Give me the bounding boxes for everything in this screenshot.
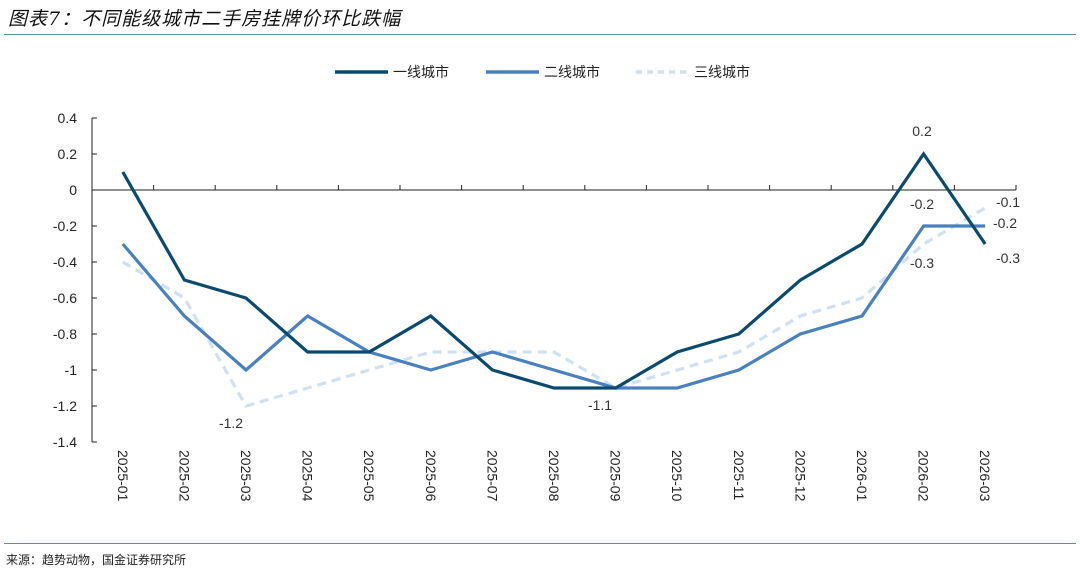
x-tick-label: 2025-07 (484, 450, 500, 502)
y-tick-label: -0.2 (53, 218, 77, 234)
y-tick-label: 0.2 (58, 146, 78, 162)
series-line-2 (121, 224, 986, 390)
y-tick-label: 0.4 (58, 110, 78, 126)
x-tick-label: 2025-12 (792, 450, 808, 502)
chart-title: 图表7：不同能级城市二手房挂牌价环比跌幅 (8, 8, 402, 30)
source-note: 来源：趋势动物，国金证券研究所 (6, 553, 187, 567)
x-tick-label: 2025-04 (300, 450, 316, 502)
bottom-divider (4, 543, 1076, 544)
y-tick-label: 0 (69, 182, 77, 198)
data-label: -0.2 (910, 196, 934, 212)
data-label: -0.3 (910, 255, 934, 271)
y-axis: 0.4 0.2 0 -0.2 -0.4 -0.6 -0.8 -1 -1.2 -1.4 (53, 110, 97, 450)
legend-item-3: 三线城市 (636, 64, 750, 81)
x-tick-label: 2025-10 (669, 450, 685, 502)
x-tick-label: 2025-05 (361, 450, 377, 502)
data-label: -1.1 (588, 397, 612, 413)
x-tick-label: 2026-03 (977, 450, 993, 502)
top-divider (4, 34, 1076, 35)
legend-item-2: 二线城市 (486, 64, 600, 81)
x-tick-label: 2025-09 (608, 450, 624, 502)
x-tick-label: 2025-08 (546, 450, 562, 502)
y-tick-label: -0.6 (53, 290, 77, 306)
y-tick-label: -1.4 (53, 434, 77, 450)
y-tick-label: -1 (65, 362, 78, 378)
series-lines (121, 151, 987, 408)
legend: 一线城市 二线城市 三线城市 (335, 64, 750, 81)
y-tick-label: -0.8 (53, 326, 77, 342)
data-label: -0.3 (996, 250, 1020, 266)
x-tick-label: 2025-01 (115, 450, 131, 502)
svg-text:二线城市: 二线城市 (544, 64, 600, 81)
legend-item-1: 一线城市 (335, 64, 449, 81)
svg-text:一线城市: 一线城市 (393, 64, 449, 81)
x-tick-label: 2026-01 (854, 450, 870, 502)
data-label: -1.2 (219, 415, 243, 431)
data-label: -0.2 (993, 215, 1017, 231)
svg-text:三线城市: 三线城市 (694, 64, 750, 81)
line-chart: 一线城市 二线城市 三线城市 0.4 0.2 0 -0.2 -0.4 -0.6 -0.8 -1 -1… (53, 64, 1020, 502)
x-tick-label: 2025-03 (238, 450, 254, 502)
data-label: -0.1 (996, 194, 1020, 210)
x-tick-label: 2025-11 (731, 450, 747, 501)
series-line-3 (121, 206, 987, 408)
y-tick-label: -1.2 (53, 398, 77, 414)
series-line-1 (121, 151, 987, 390)
y-tick-label: -0.4 (53, 254, 77, 270)
x-tick-label: 2025-06 (423, 450, 439, 502)
x-axis: 2025-01 2025-02 2025-03 2025-04 2025-05 2025-… (92, 185, 1017, 502)
data-labels: -1.2 -1.1 0.2 -0.2 -0.3 -0.1 -0.2 -0.3 (219, 123, 1020, 431)
x-tick-label: 2026-02 (916, 450, 932, 502)
x-tick-label: 2025-02 (176, 450, 192, 502)
data-label: 0.2 (912, 123, 932, 139)
